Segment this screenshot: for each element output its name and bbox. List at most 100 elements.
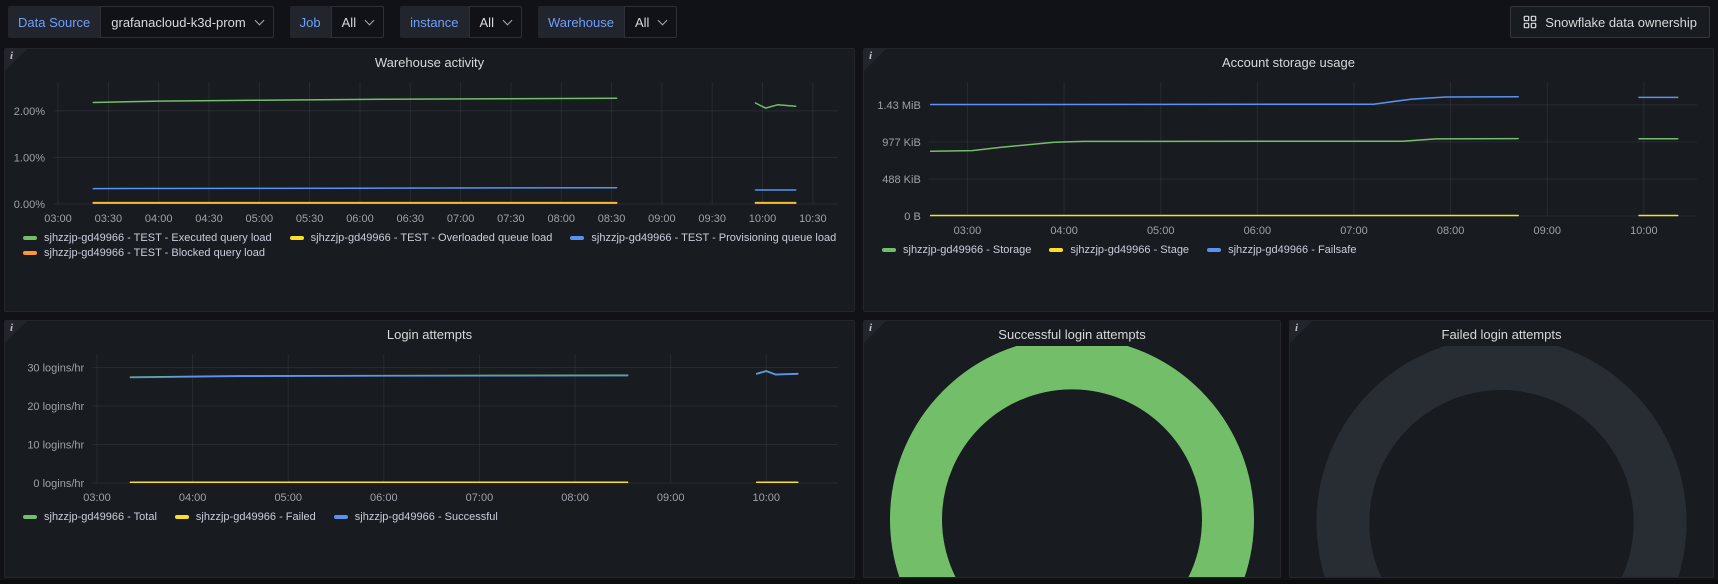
legend-item[interactable]: sjhzzjp-gd49966 - Failsafe <box>1207 244 1356 256</box>
instance-select[interactable]: All <box>468 6 522 38</box>
legend-color-marker <box>289 236 304 240</box>
apps-grid-icon <box>1523 15 1537 29</box>
panel-account-storage-usage: i Account storage usage 0 B 488 KiB 977 Ki… <box>863 48 1714 312</box>
svg-text:04:00: 04:00 <box>145 213 173 225</box>
legend-item[interactable]: sjhzzjp-gd49966 - Successful <box>333 511 498 523</box>
panel-title[interactable]: Account storage usage <box>1222 55 1355 70</box>
legend-item[interactable]: sjhzzjp-gd49966 - Total <box>23 511 157 523</box>
snowflake-data-ownership-button[interactable]: Snowflake data ownership <box>1510 6 1710 38</box>
svg-text:06:00: 06:00 <box>346 213 374 225</box>
svg-text:0.00%: 0.00% <box>14 199 45 211</box>
svg-text:08:00: 08:00 <box>561 492 589 504</box>
panel-title[interactable]: Login attempts <box>386 327 473 342</box>
svg-text:20 logins/hr: 20 logins/hr <box>27 401 84 413</box>
svg-text:07:00: 07:00 <box>1340 225 1368 237</box>
bottom-edge <box>0 580 1718 584</box>
corner-triangle <box>1290 321 1312 343</box>
panel-successful-login-attempts: i Successful login attempts 100% <box>863 320 1281 578</box>
info-icon: i <box>1295 322 1299 334</box>
instance-label: instance <box>400 6 469 38</box>
panel-title[interactable]: Warehouse activity <box>374 55 485 70</box>
gauge_failed-svg: 0% <box>1316 346 1687 577</box>
svg-text:08:00: 08:00 <box>547 213 575 225</box>
chevron-down-icon <box>364 15 375 25</box>
panel-info-icon[interactable]: i <box>864 49 886 71</box>
successful-login-gauge[interactable]: 100% <box>864 344 1280 577</box>
chevron-down-icon <box>254 15 265 25</box>
legend-color-marker <box>23 515 37 519</box>
panel-title[interactable]: Failed login attempts <box>1441 327 1562 342</box>
datasource-label: Data Source <box>8 6 101 38</box>
warehouse-select[interactable]: All <box>623 6 678 38</box>
svg-text:04:00: 04:00 <box>1050 225 1078 237</box>
legend-color-marker <box>570 236 585 240</box>
info-icon: i <box>10 322 14 334</box>
legend-item[interactable]: sjhzzjp-gd49966 - TEST - Blocked query l… <box>23 247 265 259</box>
datasource-picker[interactable]: grafanacloud-k3d-prom <box>100 6 274 38</box>
corner-triangle <box>5 49 27 71</box>
panel-title[interactable]: Successful login attempts <box>998 327 1146 342</box>
storage-svg: 0 B 488 KiB 977 KiB 1.43 MiB 03:00 04:00 05:00… <box>877 82 1697 237</box>
svg-text:2.00%: 2.00% <box>14 106 45 118</box>
panel-info-icon[interactable]: i <box>5 321 27 343</box>
login-attempts-chart[interactable]: 0 logins/hr 10 logins/hr 20 logins/hr 30 lo… <box>11 348 848 505</box>
svg-text:09:00: 09:00 <box>1533 225 1561 237</box>
legend-color-marker <box>174 515 189 519</box>
failed-login-gauge[interactable]: 0% <box>1290 344 1713 577</box>
svg-text:977 KiB: 977 KiB <box>882 137 921 149</box>
legend-item[interactable]: sjhzzjp-gd49966 - TEST - Executed query … <box>23 232 272 244</box>
login-legend: sjhzzjp-gd49966 - Total sjhzzjp-gd49966 -… <box>5 505 854 527</box>
legend-item[interactable]: sjhzzjp-gd49966 - Failed <box>174 511 316 523</box>
svg-text:0 logins/hr: 0 logins/hr <box>33 478 84 490</box>
row-bottom: i Login attempts 0 logins/hr 10 logins/hr… <box>4 320 1714 578</box>
panel-info-icon[interactable]: i <box>864 321 886 343</box>
account-storage-chart[interactable]: 0 B 488 KiB 977 KiB 1.43 MiB 03:00 04:00 05:00… <box>870 76 1707 238</box>
var-warehouse: Warehouse All <box>537 6 678 38</box>
legend-item[interactable]: sjhzzjp-gd49966 - TEST - Provisioning qu… <box>570 232 836 244</box>
svg-text:04:30: 04:30 <box>195 213 223 225</box>
svg-text:05:00: 05:00 <box>274 492 302 504</box>
svg-text:08:30: 08:30 <box>598 213 626 225</box>
warehouse-svg: 0.00% 1.00% 2.00% 03:00 03:30 04:00 04:30 05:00… <box>14 82 838 225</box>
ownership-button-label: Snowflake data ownership <box>1545 14 1697 30</box>
legend-color-marker <box>333 515 348 519</box>
svg-text:1.43 MiB: 1.43 MiB <box>877 100 920 112</box>
storage-legend: sjhzzjp-gd49966 - Storage sjhzzjp-gd49966… <box>864 238 1713 260</box>
warehouse-label: Warehouse <box>537 6 624 38</box>
svg-text:10:30: 10:30 <box>799 213 827 225</box>
legend-item[interactable]: sjhzzjp-gd49966 - Storage <box>882 244 1031 256</box>
svg-text:06:30: 06:30 <box>397 213 425 225</box>
svg-text:30 logins/hr: 30 logins/hr <box>27 362 84 374</box>
panel-failed-login-attempts: i Failed login attempts 0% <box>1289 320 1714 578</box>
panel-info-icon[interactable]: i <box>1290 321 1312 343</box>
svg-text:04:00: 04:00 <box>179 492 207 504</box>
var-instance: instance All <box>400 6 522 38</box>
job-value: All <box>341 14 357 30</box>
info-icon: i <box>10 50 14 62</box>
svg-text:07:00: 07:00 <box>447 213 475 225</box>
svg-text:09:30: 09:30 <box>698 213 726 225</box>
job-select[interactable]: All <box>330 6 385 38</box>
row-top: i Warehouse activity 0.00% 1.00% 2.00% 03:0… <box>4 48 1714 312</box>
svg-text:07:30: 07:30 <box>497 213 525 225</box>
job-label: Job <box>289 6 331 38</box>
dashboard-toolbar: Data Source grafanacloud-k3d-prom Job Al… <box>0 0 1718 44</box>
chevron-down-icon <box>657 15 668 25</box>
panel-info-icon[interactable]: i <box>5 49 27 71</box>
legend-item[interactable]: sjhzzjp-gd49966 - Stage <box>1049 244 1189 256</box>
svg-text:488 KiB: 488 KiB <box>882 174 921 186</box>
svg-text:09:00: 09:00 <box>648 213 676 225</box>
svg-text:03:00: 03:00 <box>954 225 982 237</box>
warehouse-activity-chart[interactable]: 0.00% 1.00% 2.00% 03:00 03:30 04:00 04:30 05:00… <box>11 76 848 226</box>
panel-warehouse-activity: i Warehouse activity 0.00% 1.00% 2.00% 03:0… <box>4 48 855 312</box>
gauge_success-svg: 100% <box>890 346 1254 577</box>
legend-item[interactable]: sjhzzjp-gd49966 - TEST - Overloaded queu… <box>289 232 552 244</box>
svg-text:1.00%: 1.00% <box>14 152 45 164</box>
svg-text:06:00: 06:00 <box>370 492 398 504</box>
svg-text:10:00: 10:00 <box>1630 225 1658 237</box>
corner-triangle <box>864 49 886 71</box>
chevron-down-icon <box>502 15 513 25</box>
svg-text:03:00: 03:00 <box>83 492 111 504</box>
legend-color-marker <box>23 251 37 255</box>
svg-text:06:00: 06:00 <box>1244 225 1272 237</box>
